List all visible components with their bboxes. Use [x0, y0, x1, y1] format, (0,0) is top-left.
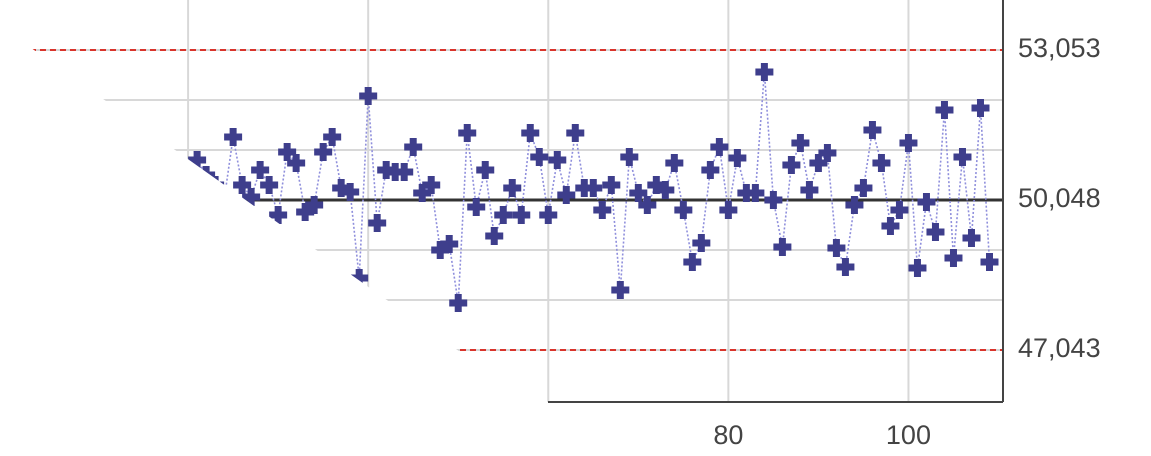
data-point	[521, 124, 540, 143]
data-point	[917, 193, 936, 212]
data-point	[809, 154, 828, 173]
data-point	[323, 128, 342, 147]
data-point	[611, 281, 630, 300]
data-point	[314, 143, 333, 162]
data-point	[404, 138, 423, 157]
data-point	[494, 206, 513, 225]
data-point	[188, 151, 207, 170]
data-point	[341, 183, 360, 202]
data-point	[332, 179, 351, 198]
data-point	[287, 154, 306, 173]
data-point	[602, 176, 621, 195]
data-point	[368, 214, 387, 233]
data-point	[683, 253, 702, 272]
data-point	[800, 181, 819, 200]
data-point	[656, 181, 675, 200]
data-point	[476, 161, 495, 180]
data-point	[962, 229, 981, 248]
data-point	[755, 63, 774, 82]
data-point	[593, 201, 612, 220]
data-point	[233, 176, 252, 195]
data-point	[638, 196, 657, 215]
data-point	[674, 201, 693, 220]
data-point	[413, 184, 432, 203]
data-point	[728, 149, 747, 168]
data-point	[773, 238, 792, 257]
occlusion	[0, 0, 607, 456]
data-point	[845, 196, 864, 215]
data-point	[854, 179, 873, 198]
data-point	[926, 223, 945, 242]
data-point	[719, 201, 738, 220]
data-point	[566, 124, 585, 143]
data-point	[440, 235, 459, 254]
data-point	[584, 179, 603, 198]
data-point	[782, 156, 801, 175]
data-point	[260, 176, 279, 195]
data-point	[242, 188, 261, 207]
data-point	[665, 154, 684, 173]
data-point	[575, 179, 594, 198]
data-point	[737, 184, 756, 203]
data-point	[944, 249, 963, 268]
data-point	[890, 201, 909, 220]
data-point	[449, 294, 468, 313]
data-point	[764, 191, 783, 210]
data-point	[881, 217, 900, 236]
data-point	[836, 258, 855, 277]
data-point	[530, 148, 549, 167]
data-point	[908, 259, 927, 278]
data	[188, 63, 999, 313]
data-point	[431, 241, 450, 260]
data-point	[269, 206, 288, 225]
data-point	[350, 269, 369, 288]
x-tick-label: 100	[886, 420, 931, 450]
y-tick-label: 47,043	[1018, 333, 1101, 363]
data-point	[467, 198, 486, 217]
data-point	[548, 151, 567, 170]
data-point	[359, 87, 378, 106]
data-point	[251, 161, 270, 180]
data-point	[377, 161, 396, 180]
data-point	[746, 184, 765, 203]
data-point	[422, 176, 441, 195]
data-point	[818, 144, 837, 163]
data-point	[458, 124, 477, 143]
data-point	[620, 148, 639, 167]
data-point	[386, 163, 405, 182]
data-point	[629, 184, 648, 203]
data-point	[296, 203, 315, 222]
data-point	[305, 196, 324, 215]
data-point	[503, 179, 522, 198]
data-point	[224, 128, 243, 147]
data-point	[971, 99, 990, 118]
data-point	[953, 148, 972, 167]
data-point	[701, 161, 720, 180]
data-point	[485, 227, 504, 246]
data-point	[899, 134, 918, 153]
data-point	[512, 206, 531, 225]
data-point	[395, 163, 414, 182]
data-point	[539, 206, 558, 225]
data-point	[980, 253, 999, 272]
data-point	[710, 138, 729, 157]
data-point	[278, 143, 297, 162]
y-tick-label: 50,048	[1018, 183, 1101, 213]
data-point	[692, 234, 711, 253]
data-point	[557, 186, 576, 205]
data-point	[935, 101, 954, 120]
y-tick-label: 53,053	[1018, 33, 1101, 63]
data-point	[647, 176, 666, 195]
x-tick-label: 80	[713, 420, 743, 450]
data-point	[872, 154, 891, 173]
data-point	[863, 121, 882, 140]
data-point	[827, 238, 846, 257]
data-point	[791, 134, 810, 153]
